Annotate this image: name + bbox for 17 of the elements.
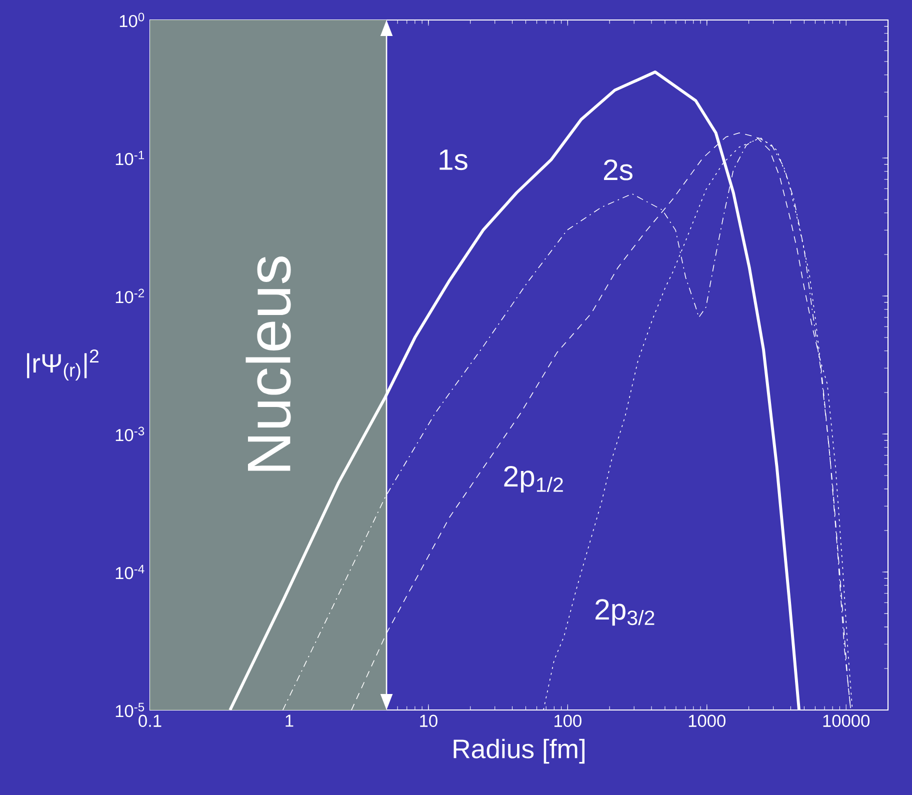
series-label: 1s bbox=[440, 150, 468, 170]
x-tick-label: 100 bbox=[554, 714, 582, 727]
y-tick-label: 10$^{-1}$ bbox=[116, 150, 144, 166]
x-tick-label: 10000 bbox=[823, 714, 870, 727]
x-tick-label: 1000 bbox=[688, 714, 726, 727]
x-tick-label: 1 bbox=[286, 714, 294, 727]
x-tick-label: 10 bbox=[420, 714, 438, 727]
y-tick-label: 10$^{0}$ bbox=[120, 12, 144, 28]
x-axis-title: Radius [fm] bbox=[454, 738, 584, 764]
series-label: 2p$_{3/2}$ bbox=[596, 599, 654, 626]
y-axis-title: |rΨ$_{(r)}$|$^{2}$ bbox=[27, 349, 98, 381]
series-label: 2s bbox=[604, 160, 632, 180]
series-label: 2p$_{1/2}$ bbox=[504, 466, 563, 493]
band-label: Nucleus bbox=[246, 256, 291, 471]
y-tick-label: 10$^{-3}$ bbox=[116, 426, 144, 442]
y-tick-label: 10$^{-4}$ bbox=[116, 564, 144, 580]
y-tick-label: 10$^{-2}$ bbox=[116, 288, 144, 304]
